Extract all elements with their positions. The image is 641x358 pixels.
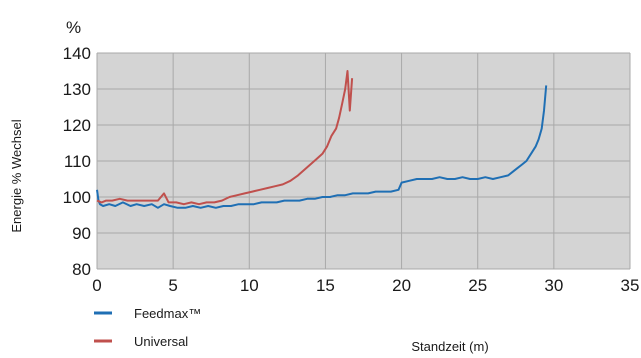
y-tick-label-2: 100 — [63, 188, 91, 207]
series-line-0 — [96, 85, 548, 209]
x-tick-label-3: 15 — [316, 276, 335, 295]
y-tick-labels: 80 90 100 110 120 130 140 — [63, 44, 91, 279]
legend-label-feedmax: Feedmax™ — [134, 306, 201, 321]
y-tick-label-4: 120 — [63, 116, 91, 135]
x-tick-label-5: 25 — [468, 276, 487, 295]
x-tick-label-6: 30 — [544, 276, 563, 295]
y-tick-label-5: 130 — [63, 80, 91, 99]
legend: Feedmax™ Universal — [94, 306, 201, 349]
x-tick-labels: 0 5 10 15 20 25 30 35 — [92, 276, 639, 295]
y-axis-label: Energie % Wechsel — [9, 119, 24, 232]
y-tick-label-6: 140 — [63, 44, 91, 63]
y-tick-label-1: 90 — [72, 224, 91, 243]
series-line-1 — [96, 70, 354, 206]
x-tick-label-0: 0 — [92, 276, 101, 295]
x-tick-label-4: 20 — [392, 276, 411, 295]
x-tick-label-1: 5 — [168, 276, 177, 295]
x-axis-label: Standzeit (m) — [411, 339, 488, 354]
y-unit-label: % — [66, 18, 81, 37]
y-tick-label-3: 110 — [64, 152, 91, 171]
grid-lines — [96, 52, 631, 270]
series-lines — [96, 70, 548, 209]
x-tick-label-2: 10 — [240, 276, 259, 295]
legend-label-universal: Universal — [134, 334, 188, 349]
x-tick-label-7: 35 — [621, 276, 640, 295]
y-tick-label-0: 80 — [72, 260, 91, 279]
